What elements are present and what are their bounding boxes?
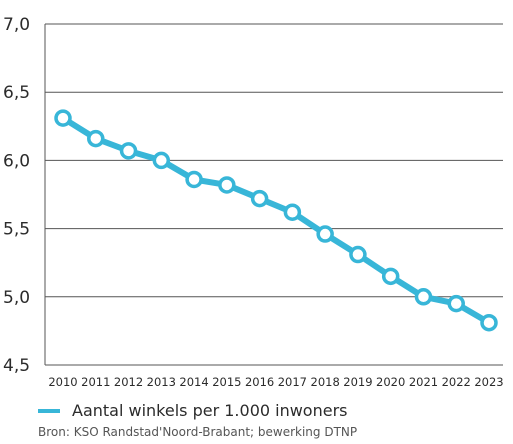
y-tick-label: 4,5 (3, 356, 30, 376)
data-point (381, 267, 400, 286)
x-tick-label: 2019 (343, 375, 372, 389)
x-tick-label: 2013 (147, 375, 176, 389)
data-point (349, 245, 367, 264)
y-axis-ticks: 7,0 6,5 6,0 5,5 5,0 4,5 (3, 15, 30, 376)
data-point (283, 203, 302, 221)
legend-swatch (38, 408, 60, 413)
legend: Aantal winkels per 1.000 inwoners (38, 401, 348, 420)
x-tick-label: 2018 (311, 375, 340, 389)
y-tick-label: 6,0 (3, 151, 30, 171)
x-tick-label: 2016 (245, 375, 274, 389)
gridlines (44, 23, 503, 366)
legend-label: Aantal winkels per 1.000 inwoners (72, 401, 348, 420)
data-point (185, 170, 203, 189)
x-tick-label: 2023 (474, 375, 503, 389)
series-layer (54, 109, 498, 332)
y-tick-label: 5,5 (3, 220, 30, 240)
x-tick-label: 2012 (114, 375, 143, 389)
data-point (218, 176, 236, 194)
x-tick-label: 2015 (212, 375, 241, 389)
data-point (250, 189, 269, 208)
y-tick-label: 5,0 (3, 288, 30, 308)
x-tick-label: 2017 (278, 375, 307, 389)
data-point (414, 288, 433, 306)
x-tick-label: 2022 (442, 375, 471, 389)
data-point (87, 129, 105, 148)
data-point (152, 151, 171, 170)
y-tick-label: 7,0 (3, 15, 30, 35)
x-axis-ticks: 2010 2011 2012 2013 2014 2015 2016 2017 2018 2019… (48, 375, 503, 389)
data-point (119, 142, 138, 160)
data-point (316, 225, 334, 243)
data-point (54, 109, 72, 127)
x-tick-label: 2011 (81, 375, 110, 389)
source-note: Bron: KSO Randstad'Noord-Brabant; bewerk… (38, 425, 358, 439)
x-tick-label: 2010 (48, 375, 77, 389)
data-point (447, 294, 465, 313)
y-tick-label: 6,5 (3, 83, 30, 103)
x-tick-label: 2014 (179, 375, 208, 389)
x-tick-label: 2020 (376, 375, 405, 389)
x-tick-label: 2021 (409, 375, 438, 389)
data-point (480, 313, 498, 332)
